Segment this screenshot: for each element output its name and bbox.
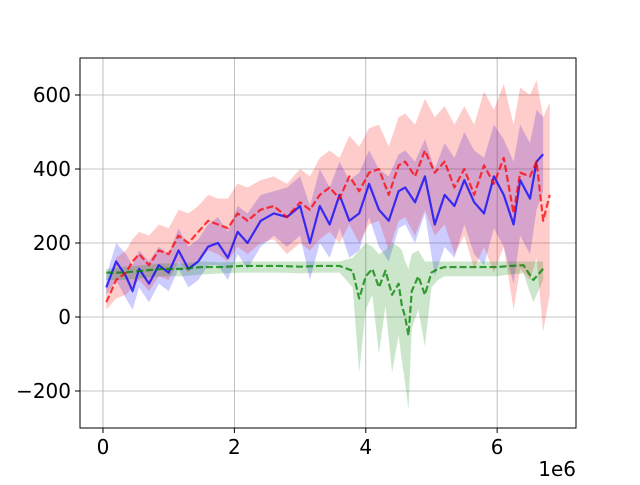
series-1-band [106, 80, 550, 332]
band-layer [106, 80, 550, 410]
x-tick-label: 0 [97, 435, 110, 459]
series-0-line [105, 153, 544, 293]
y-tick-label: 400 [33, 157, 71, 181]
y-tick-label: 600 [33, 83, 71, 107]
series-0-band [106, 109, 544, 310]
x-tick-label: 4 [359, 435, 372, 459]
x-tick-label: 2 [228, 435, 241, 459]
line-layer [105, 149, 551, 337]
tick-layer: 0 2 4 6 −200 0 200 400 600 [16, 83, 503, 459]
y-tick-label: 200 [33, 231, 71, 255]
y-tick-label: 0 [58, 305, 71, 329]
series-1-line [105, 149, 551, 303]
y-tick-label: −200 [16, 379, 71, 403]
x-tick-label: 6 [491, 435, 504, 459]
x-offset-label: 1e6 [538, 457, 576, 480]
